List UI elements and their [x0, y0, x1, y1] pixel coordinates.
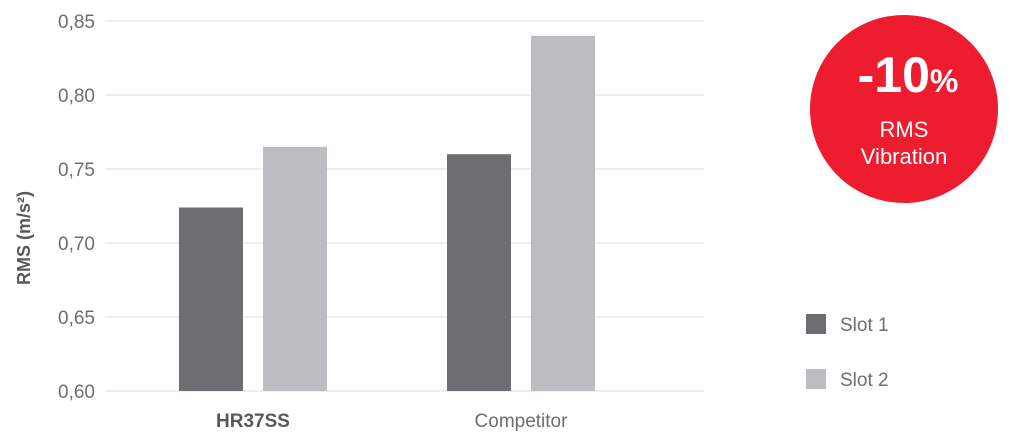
category-label: Competitor [475, 411, 569, 432]
y-tick-label: 0,80 [58, 86, 95, 107]
badge-circle [810, 15, 998, 203]
y-tick-label: 0,85 [58, 12, 95, 33]
y-tick-labels: 0,60 0,65 0,70 0,75 0,80 0,85 [58, 12, 95, 403]
legend-swatch [806, 369, 826, 389]
badge-line-2: Vibration [861, 144, 947, 169]
legend-label: Slot 2 [840, 370, 889, 391]
badge-unit: % [930, 63, 958, 99]
y-tick-label: 0,75 [58, 160, 95, 181]
bars [179, 35, 595, 392]
legend-swatch [806, 314, 826, 334]
bar-slot-1-competitor [447, 154, 511, 391]
y-tick-label: 0,70 [58, 234, 95, 255]
category-labels: HR37SS Competitor [216, 411, 568, 432]
category-label: HR37SS [216, 411, 290, 432]
badge-number: -10 [858, 47, 930, 103]
badge-value: -10% [858, 47, 959, 103]
y-tick-label: 0,65 [58, 308, 95, 329]
legend-label: Slot 1 [840, 315, 889, 336]
percent-badge: -10% RMS Vibration [810, 15, 998, 203]
y-axis-label: RMS (m/s²) [14, 191, 34, 285]
bar-slot-1-hr37ss [179, 207, 243, 391]
badge-line-1: RMS [880, 117, 929, 142]
bar-slot-2-competitor [531, 35, 595, 392]
bar-slot-2-hr37ss [263, 146, 327, 391]
y-tick-label: 0,60 [58, 382, 95, 403]
legend: Slot 1 Slot 2 [806, 314, 889, 391]
